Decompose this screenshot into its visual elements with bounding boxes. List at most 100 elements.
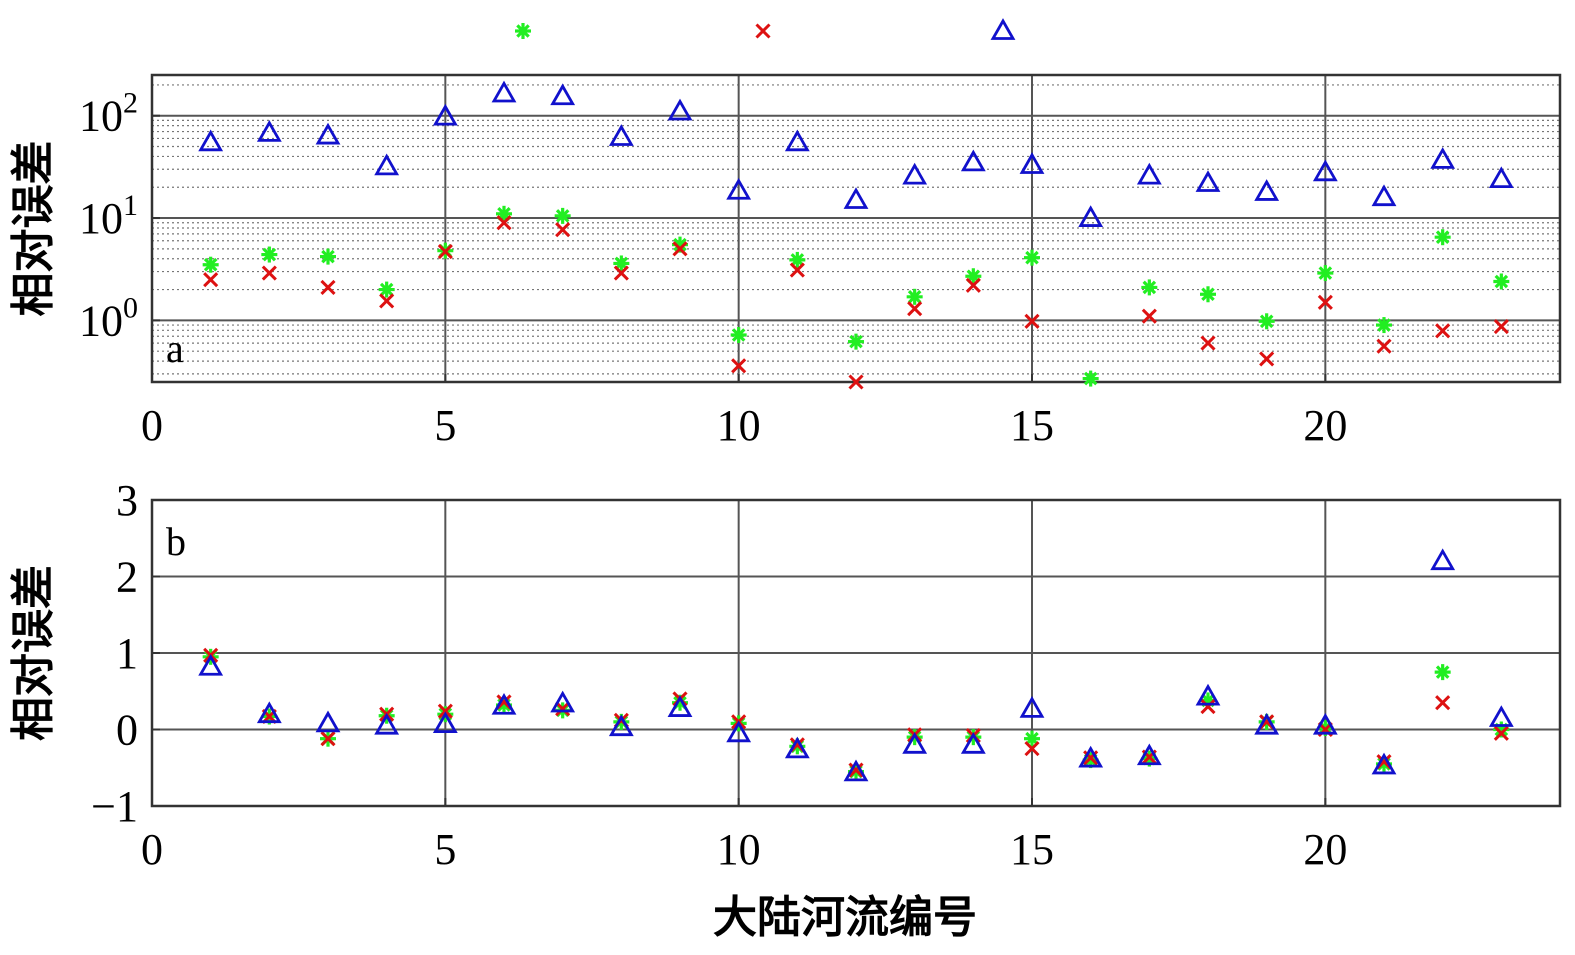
data-point	[496, 205, 512, 222]
data-point-stroke	[1025, 250, 1039, 265]
data-point	[848, 333, 864, 350]
data-point-stroke	[613, 265, 629, 281]
data-point	[1312, 159, 1338, 182]
data-point	[256, 120, 282, 142]
data-point-stroke	[843, 187, 869, 209]
data-point	[491, 692, 517, 715]
data-point-stroke	[784, 736, 810, 759]
data-point-stroke	[491, 80, 517, 103]
data-point	[848, 762, 864, 778]
data-point-stroke	[1195, 170, 1221, 192]
data-point-stroke	[1312, 712, 1338, 735]
data-point	[315, 122, 341, 145]
data-point-stroke	[1201, 287, 1215, 302]
data-point-stroke	[1430, 548, 1456, 571]
data-point-stroke	[726, 177, 752, 200]
data-point	[1078, 205, 1104, 227]
data-point-stroke	[731, 328, 746, 342]
data-point	[1136, 162, 1162, 185]
data-point-stroke	[1435, 695, 1451, 711]
data-point-stroke	[256, 120, 282, 142]
data-point-stroke	[902, 162, 928, 185]
data-point	[789, 262, 805, 278]
legend-marker-1-stroke	[516, 24, 530, 38]
data-point	[789, 251, 806, 268]
y-tick-label: 101	[79, 189, 138, 243]
data-point	[1254, 712, 1280, 735]
data-point	[730, 326, 747, 343]
data-point-stroke	[1019, 152, 1045, 174]
data-point	[1024, 249, 1040, 266]
data-point	[1376, 754, 1392, 770]
y-tick-label: 1	[116, 629, 138, 678]
data-point	[1141, 308, 1157, 324]
data-point-stroke	[1200, 698, 1216, 715]
data-point-stroke	[256, 701, 282, 724]
data-point	[902, 731, 928, 754]
legend-marker-1	[515, 23, 531, 39]
data-point-stroke	[1376, 754, 1392, 770]
data-point	[320, 731, 336, 747]
data-point	[1312, 712, 1338, 735]
y-tick-label: −1	[91, 782, 138, 831]
data-point-stroke	[1259, 314, 1274, 329]
data-point	[320, 279, 336, 295]
data-point	[1430, 548, 1456, 571]
data-point	[613, 265, 629, 281]
data-point-stroke	[789, 262, 805, 278]
data-point-stroke	[374, 712, 400, 735]
data-point-stroke	[608, 124, 634, 146]
data-point-stroke	[1371, 184, 1397, 207]
x-tick-label: 15	[1010, 825, 1054, 874]
y-axis-label: 相对误差	[8, 565, 59, 741]
data-point-stroke	[555, 209, 570, 223]
data-point	[1200, 335, 1216, 351]
data-point	[496, 694, 512, 710]
data-point-stroke	[965, 277, 981, 293]
data-point-stroke	[1259, 351, 1275, 367]
data-point	[1195, 170, 1221, 192]
data-point-stroke	[262, 247, 277, 262]
data-point-stroke	[784, 129, 810, 152]
data-point	[726, 177, 752, 200]
data-point	[1019, 152, 1045, 174]
data-point-stroke	[1254, 179, 1280, 201]
data-point	[843, 759, 869, 782]
data-point	[1435, 323, 1451, 339]
data-point	[1434, 664, 1451, 681]
data-point-stroke	[1430, 147, 1456, 169]
data-point-stroke	[555, 222, 571, 238]
data-point	[261, 246, 278, 263]
data-point-stroke	[1488, 166, 1514, 189]
data-point-stroke	[848, 762, 864, 778]
data-point	[1317, 265, 1334, 282]
data-point-stroke	[1377, 318, 1391, 332]
data-point-stroke	[315, 710, 341, 733]
data-point	[960, 149, 986, 172]
data-point-stroke	[673, 237, 687, 252]
data-point	[906, 288, 923, 305]
data-point-stroke	[374, 153, 400, 176]
data-point-stroke	[790, 253, 805, 267]
data-point	[1258, 313, 1275, 330]
series-model-2	[203, 647, 1509, 778]
data-point-stroke	[1493, 725, 1509, 741]
data-point	[1078, 745, 1104, 768]
data-point	[1493, 319, 1509, 335]
data-point-stroke	[672, 241, 688, 257]
data-point	[667, 695, 693, 717]
data-point	[1082, 370, 1099, 387]
data-point-stroke	[907, 290, 922, 304]
data-point	[1136, 743, 1162, 766]
data-point-stroke	[1200, 335, 1216, 351]
x-tick-label: 0	[141, 401, 163, 450]
data-point-stroke	[496, 694, 512, 710]
y-tick-label: 102	[79, 87, 138, 141]
data-point-stroke	[261, 265, 277, 281]
data-point-stroke	[667, 98, 693, 121]
data-point-stroke	[320, 731, 336, 747]
data-point-stroke	[1024, 741, 1040, 757]
data-point	[1195, 683, 1221, 706]
series-model-1	[202, 205, 1510, 387]
